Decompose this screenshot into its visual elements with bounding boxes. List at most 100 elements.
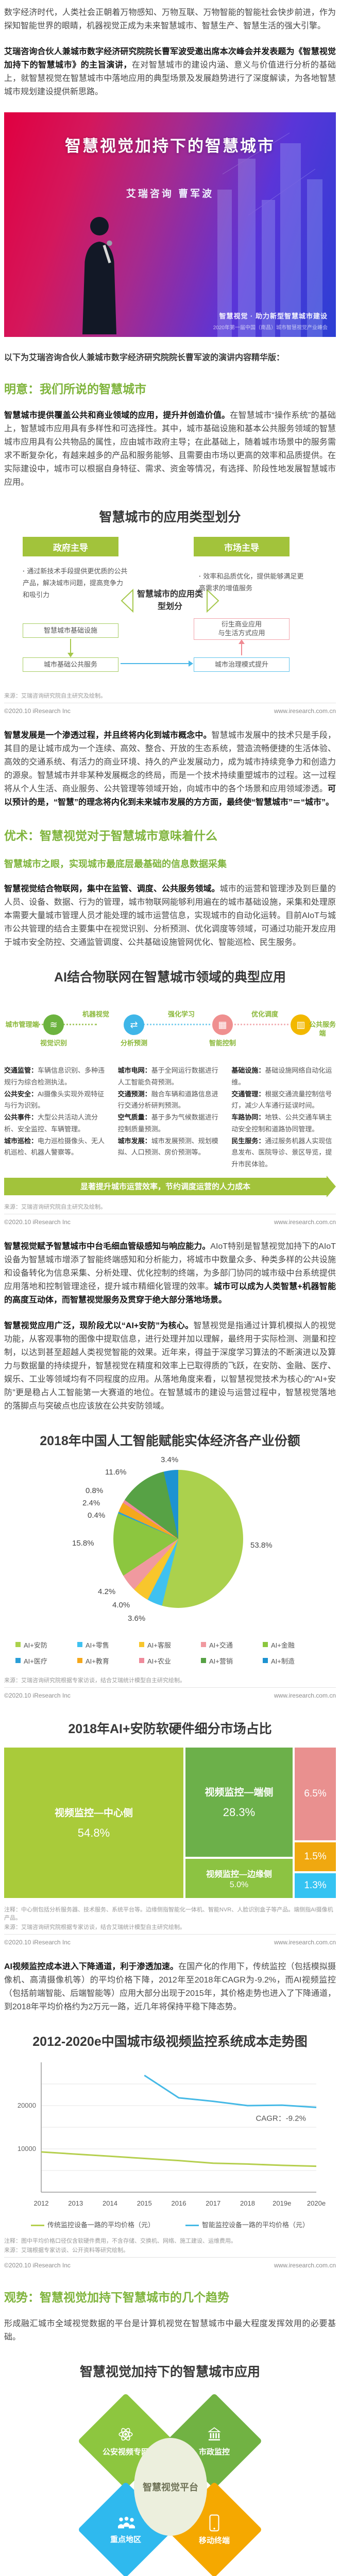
node-label: 公安视频专网 — [102, 2447, 149, 2456]
section3-heading: 观势：智慧视觉加持下智慧城市的几个趋势 — [4, 2290, 229, 2304]
banner-title: 智慧视觉加持下的智慧城市 — [65, 137, 275, 155]
platform-fig-title: 智慧视觉加持下的智慧城市应用 — [79, 2364, 260, 2379]
pie-value-marketing: 11.6% — [105, 1467, 127, 1477]
fig1-title: 智慧城市的应用类型划分 — [99, 510, 241, 524]
tm-label: 视频监控—边缘侧 — [206, 1870, 272, 1879]
iresearch-url: www.iresearch.com.cn — [274, 1218, 336, 1226]
treemap-title: 2018年AI+安防软硬件细分市场占比 — [68, 1721, 272, 1736]
s2-paragraph1: 智慧视觉结合物联网，集中在监管、调度、公共服务领域。城市的运营和管理涉及到巨量的… — [4, 883, 336, 950]
fig1-footer: ©2020.10 iResearch Inc www.iresearch.com… — [4, 703, 336, 717]
fig1-source: 来源：艾瑞咨询研究院自主研究及绘制。 — [4, 693, 106, 699]
aiot-flow-diagram: 城市管理端 ≋ 视觉识别 机器视觉 ⇄ 分析预测 强化学习 ▦ 智能控制 优化调… — [4, 995, 336, 1061]
svg-text:2012: 2012 — [34, 2199, 49, 2207]
flow-label1: 机器视觉 — [82, 1010, 109, 1018]
right-flow-arrow-icon — [189, 660, 193, 667]
speaker-intro-bold: 艾瑞咨询合伙人兼城市数字经济研究院院长曹军波受邀出席本次峰会并发表题为《智慧视觉… — [4, 47, 336, 70]
pie-value-service: 4.0% — [112, 1600, 130, 1609]
svg-text:2013: 2013 — [68, 2199, 83, 2207]
tm-edge-side: 视频监控—边缘侧 5.0% — [185, 1858, 293, 1898]
platform-diagram: 公安视频专网 市政监控 重点地区 — [4, 2388, 336, 2576]
aiot-item: 公共安全：AI摄像头实现外观特征与行为识别。 — [4, 1090, 105, 1110]
line-legend-item: 智能监控设备一路的平均价格（元） — [185, 2219, 309, 2229]
tm-block-cyan: 1.3% — [295, 1873, 336, 1898]
gov-led-header: 政府主导 — [23, 537, 118, 556]
iresearch-copyright: ©2020.10 iResearch Inc — [4, 707, 71, 715]
pie-value-medical: 0.4% — [88, 1511, 106, 1520]
aiot-item: 车路协同：地铁、公共交通车辆主动安全控制和道路协同管理。 — [231, 1113, 332, 1133]
node-police-video: 公安视频专网 — [77, 2393, 174, 2489]
transcript-caption: 以下为艾瑞咨询合伙人兼城市数字经济研究院院长曹军波的演讲内容精华版： — [4, 353, 285, 362]
tm-label: 视频监控—端侧 — [205, 1787, 274, 1799]
banner-event-name: 2020年第一届中国（南昌）城市智慧视觉产业峰会 — [213, 325, 328, 331]
iresearch-copyright: ©2020.10 iResearch Inc — [4, 1218, 71, 1226]
s2-p4-rest: 在国产化的作用下，传统监控（包括模拟摄像机、高清摄像机等）的平均价格下降，201… — [4, 1962, 336, 2011]
node-mobile-terminal: 移动终端 — [166, 2481, 263, 2576]
fig1-center-label: 智慧城市的应用类型划分 — [137, 590, 203, 611]
s1-p2-bold: 智慧发展是一个渗透过程，并且终将内化到城市概念中。 — [4, 731, 212, 740]
article: 数字经济时代，人类社会正朝着万物感知、万物互联、万物智能的智能社会快步前进，作为… — [0, 6, 340, 2576]
down-arrow-icon — [67, 653, 74, 657]
s2-paragraph3: 智慧视觉应用广泛，现阶段尤以“AI+安防”为核心。智慧视觉是指通过计算机模拟人的… — [4, 1319, 336, 1413]
s2-p1-bold: 智慧视觉结合物联网，集中在监管、调度、公共服务领域。 — [4, 885, 220, 893]
banner-speaker-name: 艾瑞咨询 曹军波 — [126, 189, 214, 199]
svg-text:2019e: 2019e — [273, 2199, 291, 2207]
aiot-item: 城市巡检：电力巡检摄像头、无人机巡检、机器人警察等。 — [4, 1137, 105, 1157]
node-label: 重点地区 — [110, 2535, 141, 2544]
pie-graphic — [113, 1469, 243, 1608]
svg-text:2015: 2015 — [137, 2199, 152, 2207]
s1-p1-bold: 智慧城市提供覆盖公共和商业领域的应用，提升并创造价值。 — [4, 411, 230, 420]
line-legend: 传统监控设备一路的平均价格（元） 智能监控设备一路的平均价格（元） — [4, 2219, 336, 2229]
flow-label2: 强化学习 — [167, 1010, 195, 1018]
market-led-header: 市场主导 — [194, 537, 290, 556]
treemap-footer: ©2020.10 iResearch Inc www.iresearch.com… — [4, 1934, 336, 1948]
pie-value-retail: 3.6% — [128, 1614, 146, 1623]
legend-item: AI+零售 — [77, 1640, 139, 1650]
tm-center-side: 视频监控—中心侧 54.8% — [4, 1747, 183, 1898]
line-chart-title: 2012-2020e中国城市级视频监控系统成本走势图 — [32, 2034, 308, 2049]
iresearch-url: www.iresearch.com.cn — [274, 707, 336, 715]
treemap-source: 来源：艾瑞咨询研究院根据专家访谈，结合艾瑞统计模型自主研究绘制。 — [4, 1924, 185, 1930]
box-public-service: 城市基础公共服务 — [23, 657, 118, 672]
legend-item: AI+教育 — [77, 1656, 139, 1666]
speaker-intro-rest: 在对智慧城市的建设内涵、意义与价值进行分析的基础上，就智慧视觉在智慧城市中落地应… — [4, 61, 336, 96]
platform-center-label: 智慧视觉平台 — [134, 2437, 207, 2536]
line-note: 注释：图中平均价格口径仅含软硬件费用，不含存储、交换机、网络、施工建设、运维费用… — [4, 2238, 236, 2244]
public-service-icon: ▥ — [291, 1014, 311, 1035]
node-key-areas: 重点地区 — [77, 2481, 174, 2576]
smart-control-icon: ▦ — [212, 1014, 233, 1035]
tm-value: 5.0% — [229, 1880, 249, 1889]
svg-text:20000: 20000 — [18, 2102, 36, 2109]
box-infrastructure: 智慧城市基础设施 — [23, 623, 118, 638]
svg-text:2018: 2018 — [240, 2199, 255, 2207]
flow-node1-label: 视觉识别 — [40, 1039, 67, 1047]
right-arrow-icon — [207, 588, 219, 613]
s1-p2-bold2: 可以预计的是，“智慧”的理念将内化到未来城市发展的方方面，最终使“智慧城市”＝“… — [4, 785, 336, 807]
s2-p4-bold: AI视频监控成本进入下降通道，利于渗透加速。 — [4, 1962, 179, 1971]
aiot-item: 空气质量：基于多为气候数据进行控制质量预测。 — [117, 1113, 218, 1133]
gov-led-bullet: 通过新技术手段提供更优质的公共产品，解决城市问题，提高竞争力和吸引力 — [23, 566, 128, 601]
pie-value-finance: 15.8% — [72, 1538, 94, 1548]
tm-value: 6.5% — [304, 1788, 327, 1799]
pie-value-education: 2.4% — [82, 1498, 100, 1507]
government-building-icon — [208, 2427, 221, 2441]
svg-text:2014: 2014 — [103, 2199, 117, 2207]
pie-chart-title: 2018年中国人工智能赋能实体经济各产业份额 — [40, 1433, 300, 1448]
section2-heading: 优术：智慧视觉对于智慧城市意味着什么 — [4, 829, 217, 842]
tm-value: 28.3% — [223, 1806, 256, 1819]
s2-p3-rest: 智慧视觉是指通过计算机模拟人的视觉功能，从客观事物的图像中提取信息，进行处理并加… — [4, 1321, 336, 1411]
svg-text:10000: 10000 — [18, 2145, 36, 2153]
section2-subheading: 智慧城市之眼，实现城市最底层最基础的信息数据采集 — [4, 859, 227, 869]
aiot-item: 基础设施：基础设施网络自动化运维。 — [231, 1066, 332, 1086]
iresearch-copyright: ©2020.10 iResearch Inc — [4, 1938, 71, 1946]
pie-source: 来源：艾瑞咨询研究院根据专家访谈，结合艾瑞统计模型自主研究绘制。 — [4, 1677, 185, 1684]
city-skyline-graphic — [217, 132, 322, 337]
node-municipal-monitor: 市政监控 — [166, 2393, 263, 2489]
s3-paragraph1: 形成融汇城市全域视觉数据的平台是计算机视觉在智慧城市中最大程度发挥效用的必要基础… — [4, 2319, 336, 2342]
keynote-banner-image: 智慧视觉加持下的智慧城市 艾瑞咨询 曹军波 智慧视觉 · 助力新型智慧城市建设 … — [4, 112, 336, 337]
node-label: 移动终端 — [198, 2536, 230, 2545]
aiot-item: 民生服务：通过服务机器人实现信息发布、医院导诊、景区导览，提升市民体验。 — [231, 1137, 332, 1168]
legend-item: AI+金融 — [263, 1640, 325, 1650]
fig1-application-type-diagram: 政府主导 市场主导 通过新技术手段提供更优质的公共产品，解决城市问题，提高竞争力… — [4, 537, 336, 684]
banner-slogan: 智慧视觉 · 助力新型智慧城市建设 — [219, 312, 328, 320]
aiot-item: 城市发展：城市发展预测、规划模拟、人口预测、房价预测等。 — [117, 1137, 218, 1157]
